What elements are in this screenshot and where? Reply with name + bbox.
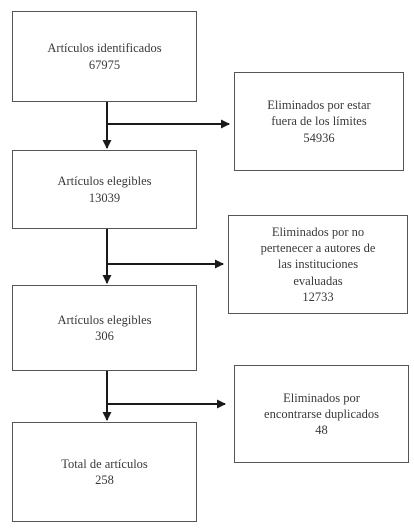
total-articles-box: Total de artículos 258 — [12, 422, 197, 522]
excluded-duplicates-box: Eliminados por encontrarse duplicados 48 — [234, 365, 409, 463]
excluded-out-of-limits-box: Eliminados por estar fuera de los límite… — [234, 72, 404, 171]
excluded-other-institutions-line-1: Eliminados por no — [271, 224, 365, 239]
excluded-duplicates-line-2: encontrarse duplicados — [264, 406, 379, 421]
eligible-articles-count-2: 306 — [95, 329, 114, 343]
eligible-articles-count-1: 13039 — [88, 190, 121, 205]
excluded-other-institutions-line-4: evaluadas — [293, 273, 343, 288]
excluded-duplicates-line-1: Eliminados por — [283, 390, 360, 405]
identified-articles-box: Artículos identificados 67975 — [12, 11, 197, 102]
identified-articles-label: Artículos identificados — [47, 41, 162, 56]
eligible-articles-box-2: Artículos elegibles 306 — [12, 285, 197, 371]
eligible-articles-label-2: Artículos elegibles — [57, 312, 152, 327]
identified-articles-count: 67975 — [88, 57, 121, 72]
excluded-other-institutions-line-3: las instituciones — [277, 257, 359, 272]
total-articles-count: 258 — [95, 473, 114, 487]
excluded-other-institutions-count: 12733 — [302, 289, 334, 304]
excluded-out-of-limits-line-2: fuera de los límites — [271, 114, 367, 129]
excluded-out-of-limits-count: 54936 — [303, 130, 335, 145]
excluded-other-institutions-line-2: pertenecer a autores de — [260, 241, 376, 256]
excluded-out-of-limits-line-1: Eliminados por estar — [267, 98, 371, 113]
eligible-articles-box-1: Artículos elegibles 13039 — [12, 150, 197, 229]
excluded-duplicates-count: 48 — [315, 423, 328, 438]
excluded-other-institutions-box: Eliminados por no pertenecer a autores d… — [228, 215, 408, 314]
eligible-articles-label-1: Artículos elegibles — [57, 174, 152, 189]
total-articles-label: Total de artículos — [61, 456, 148, 471]
